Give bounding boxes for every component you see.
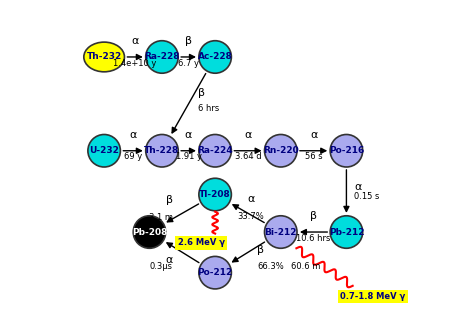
Ellipse shape [84, 42, 125, 72]
Circle shape [199, 41, 231, 73]
Text: Pb-208: Pb-208 [132, 228, 167, 236]
Text: 0.7-1.8 MeV γ: 0.7-1.8 MeV γ [340, 292, 406, 300]
Circle shape [199, 134, 231, 167]
Text: α: α [165, 256, 173, 265]
Circle shape [264, 134, 297, 167]
Text: β: β [257, 246, 264, 256]
Text: Ra-228: Ra-228 [144, 52, 180, 62]
Text: 33.7%: 33.7% [237, 212, 264, 221]
Text: 56 s: 56 s [305, 152, 322, 161]
Text: 60.6 m: 60.6 m [291, 262, 320, 271]
Text: β: β [198, 88, 205, 98]
Text: α: α [247, 194, 255, 204]
Text: 0.15 s: 0.15 s [354, 192, 380, 201]
Text: α: α [131, 36, 139, 46]
Text: 2.6 MeV γ: 2.6 MeV γ [178, 238, 225, 247]
Text: Th-232: Th-232 [87, 52, 122, 62]
Text: α: α [354, 182, 362, 192]
Text: 66.3%: 66.3% [257, 262, 284, 271]
Text: α: α [244, 130, 252, 140]
Text: Ra-224: Ra-224 [197, 146, 233, 155]
Text: Bi-212: Bi-212 [264, 228, 297, 236]
Text: 6.7 y: 6.7 y [178, 58, 199, 68]
Circle shape [330, 216, 363, 248]
Circle shape [88, 134, 120, 167]
Text: α: α [310, 130, 317, 140]
Circle shape [146, 41, 178, 73]
Text: Tl-208: Tl-208 [199, 190, 231, 199]
Text: 1.91 y: 1.91 y [175, 152, 201, 161]
Text: 0.3μs: 0.3μs [150, 262, 173, 271]
Text: Ac-228: Ac-228 [198, 52, 233, 62]
Text: 10.6 hrs: 10.6 hrs [296, 234, 331, 243]
Text: Po-216: Po-216 [329, 146, 364, 155]
Circle shape [330, 134, 363, 167]
Text: 3.64 d: 3.64 d [235, 152, 261, 161]
Circle shape [199, 257, 231, 289]
Text: 3.1 m: 3.1 m [149, 213, 173, 222]
Circle shape [146, 134, 178, 167]
Text: α: α [185, 130, 192, 140]
Text: 69 y: 69 y [124, 152, 142, 161]
Text: 1.4e+10 y: 1.4e+10 y [113, 58, 157, 68]
Text: α: α [129, 130, 137, 140]
Text: Pb-212: Pb-212 [328, 228, 364, 236]
Text: Po-212: Po-212 [198, 268, 233, 277]
Circle shape [199, 178, 231, 211]
Text: Th-228: Th-228 [145, 146, 180, 155]
Circle shape [264, 216, 297, 248]
Text: β: β [166, 195, 173, 205]
Text: U-232: U-232 [89, 146, 119, 155]
Text: 6 hrs: 6 hrs [198, 104, 219, 113]
Circle shape [133, 216, 166, 248]
Text: Rn-220: Rn-220 [263, 146, 299, 155]
Text: β: β [185, 36, 192, 46]
Text: β: β [310, 211, 317, 221]
